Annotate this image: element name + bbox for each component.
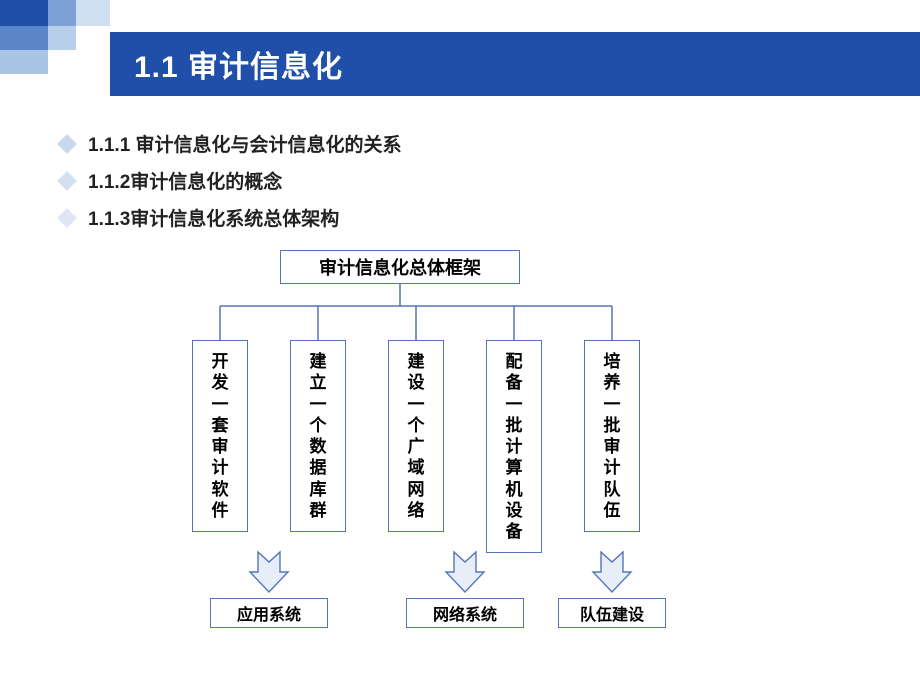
bullet-list: 1.1.1 审计信息化与会计信息化的关系 1.1.2审计信息化的概念 1.1.3审计…: [60, 130, 880, 241]
bullet-text: 1.1.3审计信息化系统总体架构: [88, 204, 339, 231]
bullet-item: 1.1.3审计信息化系统总体架构: [60, 204, 880, 231]
diagram-child-node: 开发一套审计软件: [192, 340, 248, 532]
diagram-result-node: 应用系统: [210, 598, 328, 628]
diagram-child-node: 建设一个广域网络: [388, 340, 444, 532]
diagram-arrow-row: [0, 550, 920, 595]
bullet-item: 1.1.2审计信息化的概念: [60, 167, 880, 194]
diamond-bullet-icon: [57, 171, 77, 191]
diagram-child-node: 培养一批审计队伍: [584, 340, 640, 532]
down-arrow-icon: [444, 550, 486, 594]
corner-decoration: [0, 0, 110, 75]
diagram-result-node: 队伍建设: [558, 598, 666, 628]
diamond-bullet-icon: [57, 208, 77, 228]
diagram-root-node: 审计信息化总体框架: [280, 250, 520, 284]
diagram-connector-lines: [0, 284, 920, 340]
page-title: 1.1 审计信息化: [110, 32, 920, 96]
down-arrow-icon: [591, 550, 633, 594]
diagram-child-node: 配备一批计算机设备: [486, 340, 542, 553]
bullet-item: 1.1.1 审计信息化与会计信息化的关系: [60, 130, 880, 157]
down-arrow-icon: [248, 550, 290, 594]
bullet-text: 1.1.1 审计信息化与会计信息化的关系: [88, 130, 402, 157]
diamond-bullet-icon: [57, 134, 77, 154]
bullet-text: 1.1.2审计信息化的概念: [88, 167, 282, 194]
diagram-child-node: 建立一个数据库群: [290, 340, 346, 532]
diagram-result-node: 网络系统: [406, 598, 524, 628]
